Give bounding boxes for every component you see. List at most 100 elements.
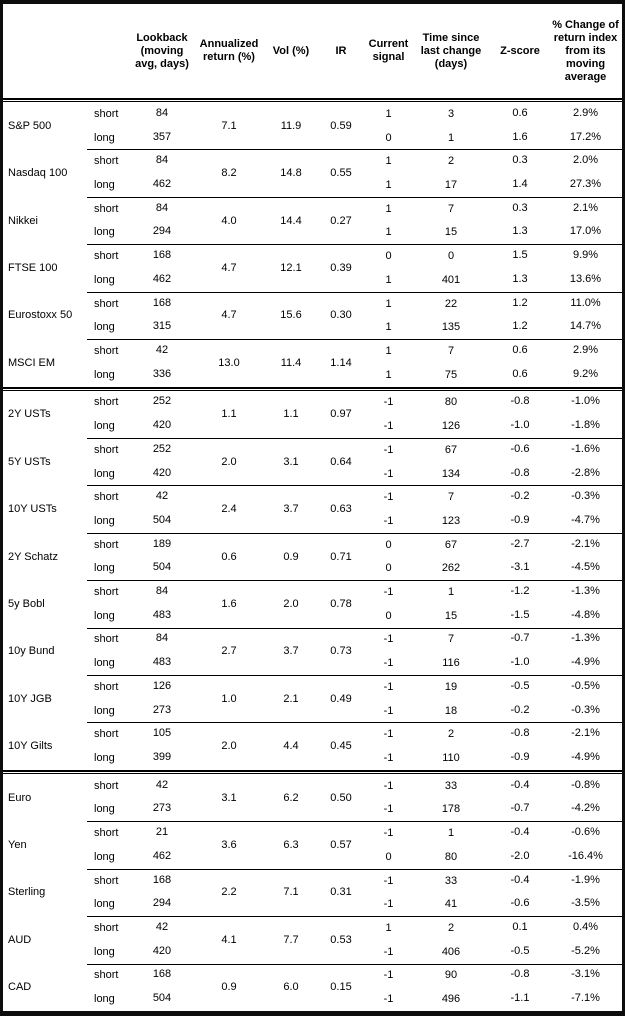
ir-value: 0.39 (330, 261, 352, 274)
time-since-change-value: 15 (444, 609, 458, 622)
current-signal-value: -1 (383, 993, 394, 1006)
row-type-label: long (94, 752, 115, 765)
asset-name: Sterling (8, 886, 46, 899)
current-signal-value: -1 (383, 680, 394, 693)
asset-name: MSCI EM (8, 356, 56, 369)
annualized-return-value: 3.1 (221, 791, 237, 804)
lookback-value: 420 (152, 466, 172, 479)
time-since-change-value: 116 (442, 657, 460, 670)
current-signal-value: -1 (383, 779, 394, 792)
zscore-value: -2.7 (510, 537, 530, 550)
asset-group: Yen 3.6 6.3 0.57 short 21 -1 1 -0.4 -0.6% long 462 0… (3, 821, 622, 868)
ir-value: 1.14 (330, 356, 352, 369)
lookback-value: 168 (152, 249, 172, 262)
row-type-label: short (94, 827, 119, 840)
annualized-return-value: 2.7 (221, 645, 237, 658)
current-signal-value: 0 (385, 538, 392, 551)
current-signal-value: -1 (383, 945, 394, 958)
asset-divider-line (87, 675, 622, 677)
zscore-value: -2.0 (510, 849, 530, 862)
asset-group: FTSE 100 4.7 12.1 0.39 short 168 0 0 1.5 9.9% long… (3, 244, 622, 291)
row-type-label: short (94, 107, 119, 120)
time-since-change-value: 7 (447, 344, 455, 357)
lookback-value: 483 (152, 608, 172, 621)
lookback-value: 252 (152, 395, 172, 408)
vol-value: 2.1 (283, 692, 299, 705)
col-header-lookback: Lookback (moving avg, days) (135, 31, 189, 70)
current-signal-value: 1 (385, 202, 392, 215)
current-signal-value: 0 (385, 131, 392, 144)
lookback-value: 336 (152, 367, 172, 380)
zscore-value: -0.9 (510, 513, 530, 526)
zscore-value: 0.3 (512, 201, 528, 214)
vol-value: 6.0 (283, 981, 299, 994)
ir-value: 0.45 (330, 740, 352, 753)
asset-name: AUD (8, 933, 32, 946)
row-type-label: long (94, 273, 115, 286)
vol-value: 2.0 (283, 597, 299, 610)
asset-group: Eurostoxx 50 4.7 15.6 0.30 short 168 1 22 1.2 11.… (3, 291, 622, 339)
time-since-change-value: 135 (441, 321, 461, 334)
vol-value: 11.4 (280, 356, 302, 369)
current-signal-value: -1 (383, 586, 394, 599)
zscore-value: 1.6 (512, 130, 528, 143)
time-since-change-value: 80 (444, 850, 458, 863)
row-type-label: short (94, 297, 119, 310)
time-since-change-value: 18 (444, 704, 458, 717)
asset-divider-line (87, 149, 622, 151)
row-type-label: long (94, 131, 115, 144)
pct-change-value: 17.0% (569, 225, 602, 238)
lookback-value: 273 (152, 703, 172, 716)
current-signal-value: 0 (385, 250, 392, 263)
asset-name: Nasdaq 100 (8, 167, 68, 180)
asset-divider-line (87, 821, 622, 823)
asset-group: Sterling 2.2 7.1 0.31 short 168 -1 33 -0.4 -1.9% l… (3, 868, 622, 916)
row-type-label: short (94, 538, 119, 551)
lookback-value: 294 (152, 225, 172, 238)
zscore-value: -0.9 (510, 751, 530, 764)
vol-value: 7.7 (283, 933, 299, 946)
row-type-label: long (94, 562, 115, 575)
zscore-value: -1.2 (510, 585, 530, 598)
lookback-value: 504 (152, 561, 172, 574)
pct-change-value: -4.8% (571, 608, 600, 621)
lookback-value: 105 (152, 727, 172, 740)
zscore-value: -1.0 (510, 656, 530, 669)
lookback-value: 483 (152, 656, 172, 669)
asset-divider-line (87, 580, 622, 582)
annualized-return-value: 13.0 (218, 356, 240, 369)
row-type-label: short (94, 586, 119, 599)
pct-change-value: 17.2% (569, 130, 602, 143)
asset-name: 2Y USTs (8, 408, 51, 421)
asset-divider-line (87, 963, 622, 965)
pct-change-value: -0.6% (571, 826, 600, 839)
row-type-label: short (94, 250, 119, 263)
current-signal-value: 0 (385, 609, 392, 622)
vol-value: 4.4 (283, 740, 299, 753)
asset-group: CAD 0.9 6.0 0.15 short 168 -1 90 -0.8 -3.1% long 50… (3, 963, 622, 1011)
annualized-return-value: 3.6 (221, 839, 237, 852)
lookback-value: 84 (155, 585, 169, 598)
time-since-change-value: 1 (447, 827, 455, 840)
lookback-value: 420 (152, 419, 172, 432)
time-since-change-value: 123 (441, 514, 461, 527)
asset-name: CAD (8, 981, 32, 994)
time-since-change-value: 90 (444, 969, 458, 982)
ir-value: 0.15 (330, 981, 352, 994)
annualized-return-value: 1.1 (221, 408, 237, 421)
pct-change-value: -2.1% (571, 727, 600, 740)
row-type-label: short (94, 202, 119, 215)
current-signal-value: -1 (383, 467, 394, 480)
row-type-label: long (94, 609, 115, 622)
section-divider (3, 386, 622, 391)
current-signal-value: -1 (383, 827, 394, 840)
ir-value: 0.71 (330, 550, 352, 563)
annualized-return-value: 0.6 (221, 550, 237, 563)
vol-value: 6.2 (283, 791, 299, 804)
ir-value: 0.30 (330, 309, 352, 322)
annualized-return-value: 4.1 (221, 933, 237, 946)
lookback-value: 252 (152, 442, 172, 455)
row-type-label: long (94, 898, 115, 911)
time-since-change-value: 17 (444, 178, 458, 191)
